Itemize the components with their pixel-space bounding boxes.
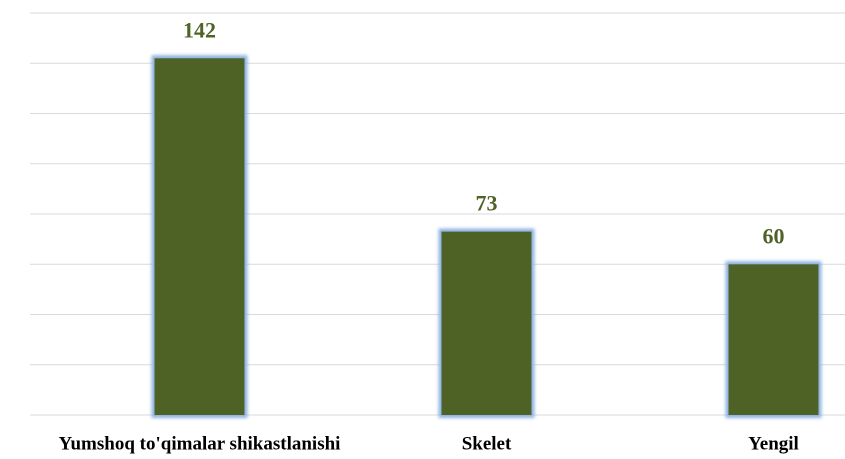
value-label: 73 — [476, 191, 498, 216]
bar — [441, 231, 532, 415]
x-tick-label: Yengil — [748, 433, 799, 454]
x-tick-label: Yumshoq to'qimalar shikastlanishi — [59, 433, 341, 454]
bar — [728, 264, 819, 415]
value-label: 142 — [183, 17, 216, 42]
bar — [154, 58, 245, 415]
x-tick-label: Skelet — [462, 433, 512, 454]
value-label: 60 — [763, 223, 785, 248]
